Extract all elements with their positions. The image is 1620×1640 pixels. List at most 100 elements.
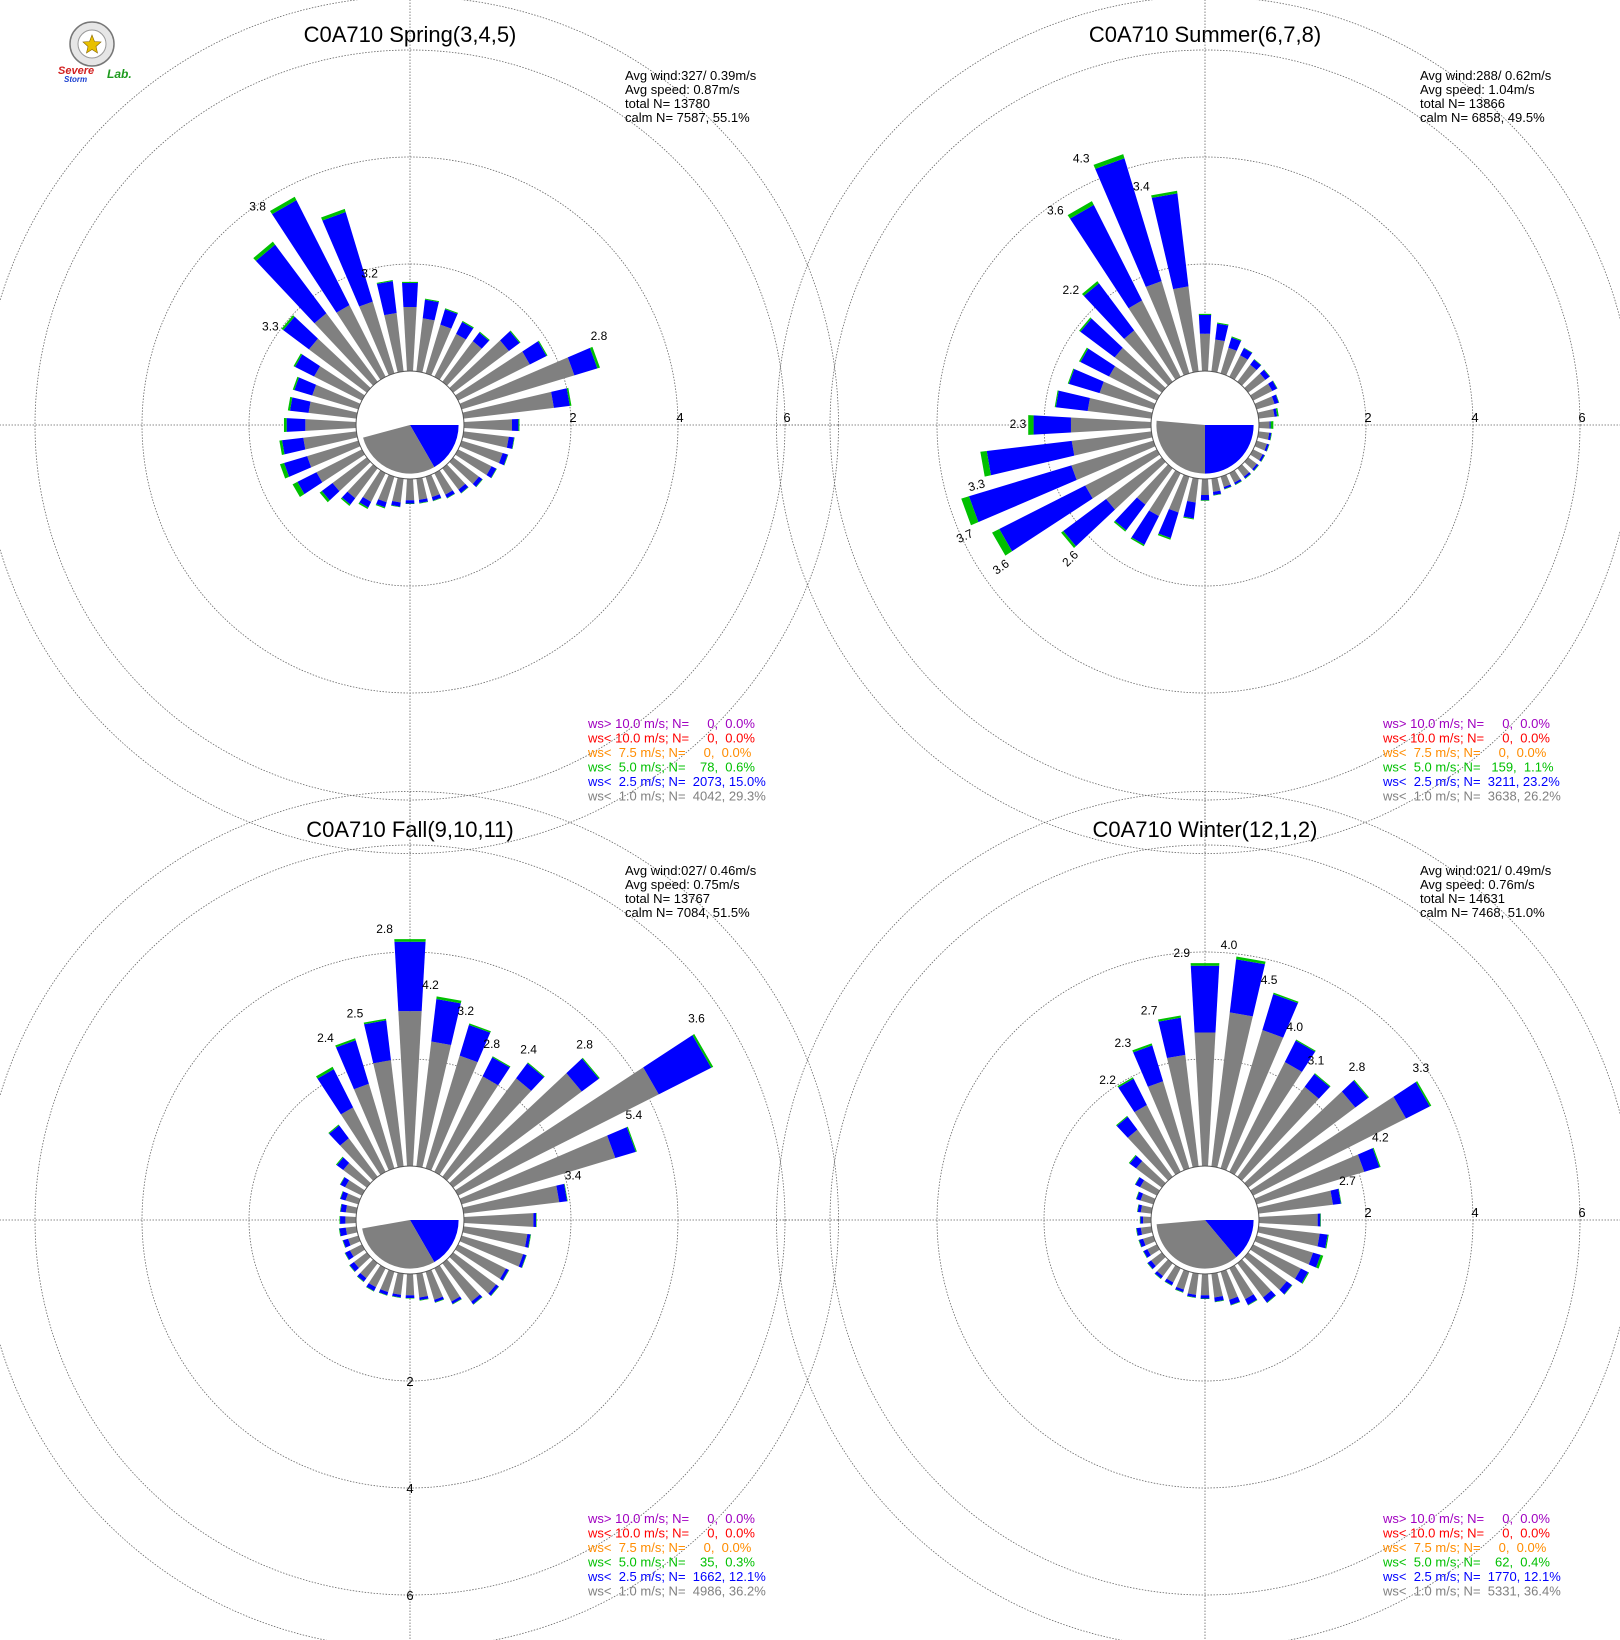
bar-lt50-dir-80 [566, 387, 572, 406]
bar-lt1-dir-80 [1257, 1190, 1333, 1214]
bar-lt25-dir-270 [340, 1216, 346, 1224]
bar-lt1-dir-260 [1140, 1226, 1153, 1235]
bar-lt50-dir-310 [335, 1156, 344, 1166]
bar-value-label: 3.3 [1413, 1061, 1430, 1075]
bar-lt50-dir-170 [419, 1298, 429, 1301]
legend-entry: ws> 10.0 m/s; N= 0, 0.0% [1382, 716, 1550, 731]
bar-lt25-dir-240 [345, 1250, 354, 1260]
bar-lt25-dir-280 [340, 1204, 348, 1213]
bar-lt1-dir-110 [1254, 1235, 1314, 1265]
bar-lt25-dir-260 [339, 1227, 348, 1237]
bar-value-label: 3.1 [1308, 1054, 1325, 1068]
bar-lt25-dir-0 [394, 941, 426, 1012]
bar-lt25-dir-210 [366, 1283, 377, 1292]
calm-wedge-gray [1156, 420, 1205, 474]
bar-lt50-dir-100 [1270, 432, 1272, 441]
wind-rose-panel-1: C0A710 Spring(3,4,5) 2 4 6 3.8 3.2 3.3 2.8 Avg w… [0, 0, 839, 854]
bar-lt50-dir-280 [339, 1203, 342, 1212]
logo-text-severe: Severe [58, 65, 94, 77]
bar-lt50-dir-350 [1151, 190, 1178, 198]
bar-lt1-dir-70 [459, 357, 575, 410]
bar-lt50-dir-260 [279, 440, 285, 456]
bar-lt50-dir-260 [980, 451, 991, 477]
bar-lt1-dir-10 [1211, 339, 1225, 373]
bar-value-label: 2.6 [1059, 547, 1081, 569]
bar-lt1-dir-270 [1143, 1216, 1152, 1224]
bar-lt1-dir-330 [1134, 1104, 1181, 1175]
bar-lt50-dir-10 [1217, 322, 1229, 326]
legend-entry: ws> 10.0 m/s; N= 0, 0.0% [1382, 1511, 1550, 1526]
bar-lt50-dir-130 [1253, 465, 1259, 472]
tick-label: 6 [406, 1588, 413, 1603]
bar-lt50-dir-250 [279, 463, 290, 479]
bar-lt1-dir-100 [1257, 1226, 1320, 1247]
bar-lt1-dir-180 [1200, 1273, 1210, 1296]
bar-lt1-dir-230 [353, 1252, 371, 1268]
bar-lt50-dir-280 [287, 396, 293, 411]
bar-lt25-dir-30 [1240, 348, 1253, 360]
bar-lt50-dir-140 [460, 486, 469, 494]
bar-value-label: 2.8 [576, 1038, 593, 1052]
tick-label: 4 [676, 410, 683, 425]
bar-lt50-dir-220 [1113, 520, 1127, 532]
bar-lt50-dir-320 [328, 1124, 340, 1134]
bar-lt1-dir-40 [1237, 1086, 1319, 1181]
bar-lt1-dir-30 [1229, 355, 1248, 380]
bar-lt50-dir-290 [1067, 368, 1075, 384]
bar-lt1-dir-190 [392, 477, 404, 503]
bar-lt25-dir-120 [1294, 1268, 1309, 1284]
bar-lt50-dir-240 [1142, 1251, 1148, 1259]
bar-lt1-dir-60 [1250, 1096, 1407, 1196]
bar-lt50-dir-150 [1235, 480, 1242, 486]
bar-lt1-dir-330 [340, 1107, 386, 1175]
bar-lt25-dir-90 [1317, 1213, 1321, 1227]
grid-ring [34, 844, 786, 1596]
legend-entry: ws< 1.0 m/s; N= 4042, 29.3% [587, 789, 766, 804]
bar-lt1-dir-280 [308, 401, 358, 419]
bar-lt25-dir-290 [1136, 1191, 1144, 1201]
bar-lt25-dir-30 [482, 1057, 510, 1086]
bar-lt25-dir-350 [1151, 193, 1189, 290]
bar-lt1-dir-210 [362, 470, 386, 502]
bar-lt50-dir-130 [1284, 1285, 1293, 1295]
bar-lt50-dir-290 [1135, 1191, 1140, 1200]
wind-rose-panel-4: C0A710 Winter(12,1,2) 2 4 6 4.0 4.5 4.0 3.1 2.8 3… [776, 791, 1620, 1640]
bar-lt50-dir-60 [1415, 1081, 1432, 1107]
bar-lt1-dir-310 [308, 338, 371, 393]
bar-lt25-dir-250 [342, 1238, 351, 1248]
bar-lt50-dir-80 [564, 1183, 568, 1202]
bar-lt1-dir-60 [455, 351, 530, 401]
bar-lt50-dir-170 [1213, 493, 1222, 496]
bar-lt50-dir-120 [1260, 455, 1266, 462]
bar-lt50-dir-200 [378, 1292, 388, 1296]
bar-lt1-dir-210 [1166, 1265, 1181, 1283]
bar-lt1-dir-290 [312, 384, 361, 410]
bar-lt25-dir-90 [533, 1212, 537, 1228]
bar-lt50-dir-60 [692, 1033, 714, 1068]
calm-wedge-gray [1156, 1220, 1237, 1269]
bar-lt50-dir-80 [1338, 1188, 1342, 1204]
bar-value-label: 3.2 [361, 266, 378, 280]
bar-lt50-dir-40 [527, 1062, 545, 1078]
bar-lt25-dir-320 [329, 1125, 349, 1146]
bar-lt50-dir-300 [339, 1176, 345, 1185]
bar-lt50-dir-170 [419, 501, 429, 504]
bar-lt1-dir-240 [1085, 449, 1160, 499]
bar-lt25-dir-110 [498, 452, 508, 466]
bar-lt50-dir-240 [992, 528, 1013, 556]
bar-lt25-dir-60 [1268, 380, 1278, 392]
info-avg-speed: Avg speed: 0.75m/s [625, 877, 740, 892]
bar-lt1-dir-10 [416, 1041, 452, 1168]
bar-value-label: 4.3 [1073, 152, 1090, 166]
grid-ring [829, 49, 1581, 801]
bar-lt1-dir-160 [425, 474, 440, 498]
legend-entry: ws> 10.0 m/s; N= 0, 0.0% [587, 1511, 755, 1526]
panel-title: C0A710 Summer(6,7,8) [1089, 22, 1321, 47]
bar-lt25-dir-10 [431, 999, 461, 1046]
bar-value-label: 3.3 [262, 319, 279, 333]
bar-lt50-dir-190 [1187, 1296, 1196, 1299]
bar-lt1-dir-190 [1187, 477, 1199, 503]
bar-lt1-dir-150 [434, 470, 453, 495]
bar-lt50-dir-300 [293, 353, 303, 367]
bar-lt1-dir-320 [1127, 1129, 1173, 1181]
